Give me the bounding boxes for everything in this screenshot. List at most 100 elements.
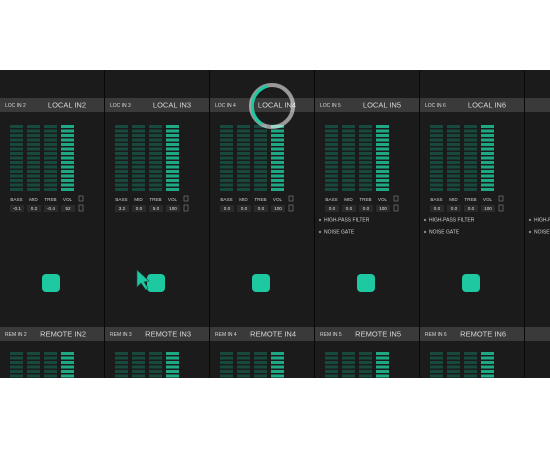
meter-segment [359,129,372,133]
meter-segment [220,179,233,182]
value-box [10,205,24,212]
meter-segment [237,152,250,155]
meter-segment [325,179,338,182]
meter-segment [115,129,128,133]
meter-segment [27,161,40,164]
meter-segment [61,143,74,146]
meter-segment [464,152,477,155]
meter-segment [10,365,23,369]
meter-segment [464,352,477,355]
band-value: 0.0 [258,206,265,211]
meter-segment [359,125,372,128]
value-box [464,205,478,212]
filter-indicator [318,218,322,222]
remote-header [525,327,550,341]
meter-segment [27,174,40,178]
meter-segment [61,147,74,151]
meter-segment [447,138,460,142]
meter-segment [325,356,338,360]
meter-segment [237,143,250,146]
meter-segment [61,134,74,137]
meter-segment [132,161,145,164]
meter-segment [220,352,233,355]
meter-segment [254,352,267,355]
meter-segment [464,370,477,373]
meter-segment [132,174,145,178]
meter-segment [342,174,355,178]
remote-name: REMOTE IN5 [355,329,401,338]
meter-segment [44,374,57,378]
meter-segment [271,129,284,133]
meter-segment [481,356,494,360]
meter-segment [359,361,372,364]
channel-button[interactable] [462,274,480,292]
channel-button[interactable] [147,274,165,292]
meter-segment [149,352,162,355]
channel-button[interactable] [42,274,60,292]
value-box [44,205,58,212]
meter-segment [447,165,460,169]
meter-segment [464,361,477,364]
band-label: VOL [63,197,73,202]
meter-segment [464,356,477,360]
meter-segment [220,138,233,142]
value-box [220,205,234,212]
meter-segment [115,143,128,146]
meter-segment [61,188,74,191]
meter-segment [447,125,460,128]
meter-segment [481,365,494,369]
meter-segment [376,125,389,128]
meter-segment [430,356,443,360]
meter-segment [342,129,355,133]
meter-segment [464,138,477,142]
value-box [271,205,285,212]
meter-segment [325,125,338,128]
meter-segment [220,370,233,373]
meter-segment [254,188,267,191]
local-short-name: LOC IN 4 [215,103,236,109]
meter-segment [115,156,128,160]
meter-segment [430,170,443,173]
meter-segment [27,352,40,355]
meter-segment [464,179,477,182]
meter-segment [464,134,477,137]
meter-segment [430,134,443,137]
meter-segment [115,161,128,164]
value-box [376,205,390,212]
meter-segment [254,374,267,378]
channel-button[interactable] [252,274,270,292]
strip-background [525,70,550,378]
meter-segment [254,156,267,160]
meter-segment [481,125,494,128]
meter-segment [166,125,179,128]
meter-segment [254,161,267,164]
local-short-name: LOC IN 3 [110,103,131,109]
meter-segment [27,179,40,182]
meter-segment [376,143,389,146]
meter-segment [61,138,74,142]
meter-segment [342,165,355,169]
meter-segment [132,165,145,169]
meter-segment [430,352,443,355]
meter-segment [220,361,233,364]
meter-segment [149,370,162,373]
band-label: BASS [220,197,232,202]
meter-segment [254,356,267,360]
meter-segment [10,147,23,151]
meter-segment [220,174,233,178]
local-name: LOCAL IN6 [468,100,506,109]
meter-segment [430,179,443,182]
meter-segment [115,170,128,173]
meter-segment [464,365,477,369]
meter-segment [115,374,128,378]
meter-segment [359,138,372,142]
meter-segment [254,165,267,169]
meter-segment [115,174,128,178]
meter-segment [115,352,128,355]
remote-name: REMOTE IN2 [40,329,86,338]
meter-segment [132,352,145,355]
channel-button[interactable] [357,274,375,292]
band-value: 0.0 [241,206,248,211]
meter-segment [166,170,179,173]
meter-segment [115,179,128,182]
